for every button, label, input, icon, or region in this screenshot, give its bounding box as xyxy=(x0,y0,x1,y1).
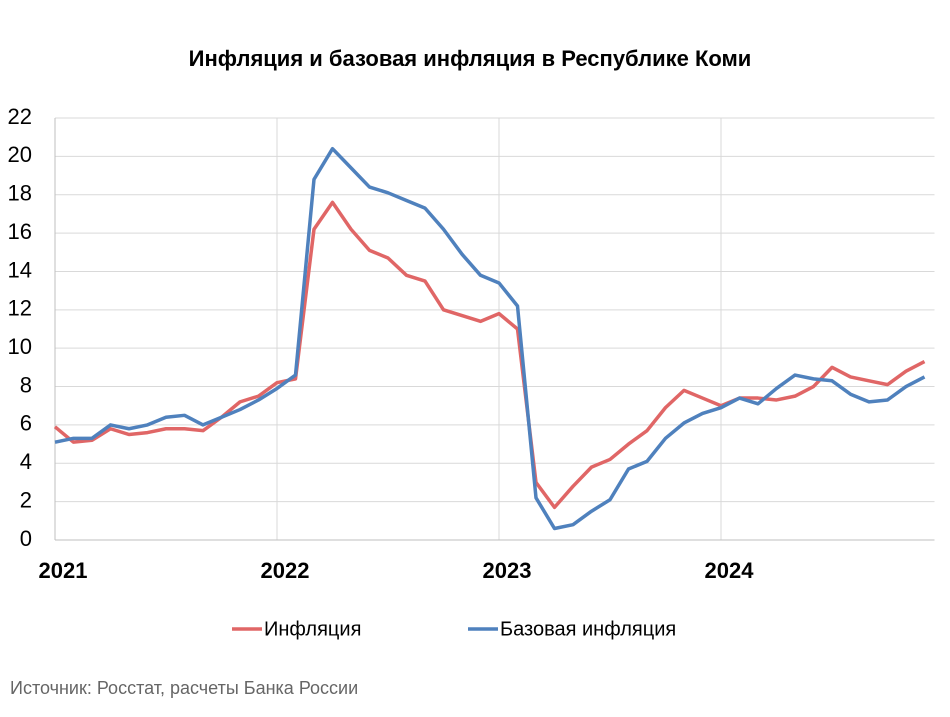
y-tick-label: 14 xyxy=(8,257,32,282)
legend-label: Инфляция xyxy=(264,618,361,640)
y-tick-label: 4 xyxy=(20,449,32,474)
y-tick-label: 16 xyxy=(8,219,32,244)
x-tick-label: 2023 xyxy=(483,558,532,583)
y-tick-label: 10 xyxy=(8,334,32,359)
x-tick-label: 2021 xyxy=(39,558,88,583)
y-tick-label: 22 xyxy=(8,104,32,129)
x-tick-label: 2022 xyxy=(261,558,310,583)
y-tick-label: 0 xyxy=(20,526,32,551)
y-tick-label: 20 xyxy=(8,142,32,167)
chart-title: Инфляция и базовая инфляция в Республике… xyxy=(189,46,752,71)
x-tick-label: 2024 xyxy=(705,558,755,583)
source-note: Источник: Росстат, расчеты Банка России xyxy=(10,678,358,698)
line-series xyxy=(53,200,926,510)
line-series xyxy=(54,146,926,531)
y-tick-label: 2 xyxy=(20,487,32,512)
y-tick-label: 12 xyxy=(8,296,32,321)
y-tick-label: 6 xyxy=(20,411,32,436)
y-tick-label: 18 xyxy=(8,181,32,206)
legend-label: Базовая инфляция xyxy=(500,618,676,640)
y-tick-label: 8 xyxy=(20,372,32,397)
